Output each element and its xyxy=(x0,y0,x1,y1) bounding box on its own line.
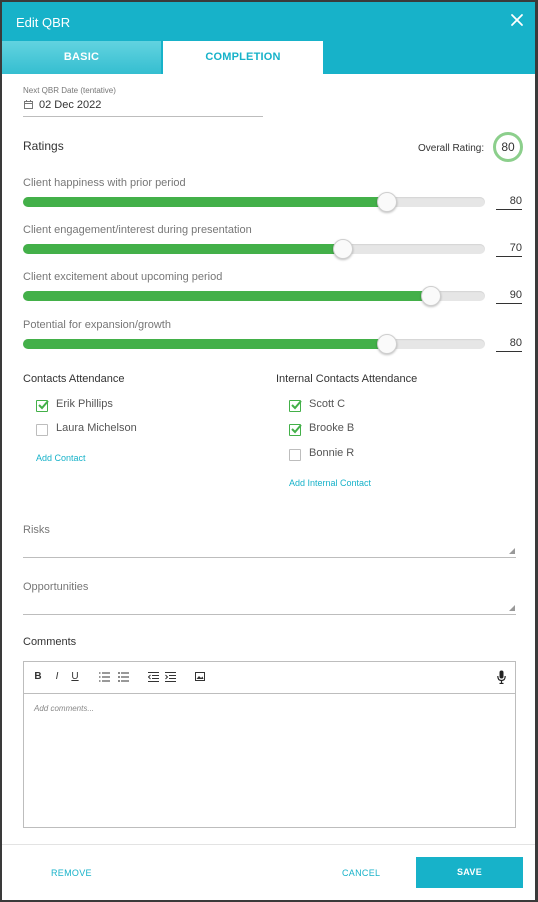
bold-button[interactable]: B xyxy=(34,671,42,682)
calendar-icon xyxy=(24,100,33,109)
checkbox-checked-icon xyxy=(291,424,302,434)
slider-thumb[interactable] xyxy=(421,286,441,306)
close-icon[interactable] xyxy=(509,12,525,28)
slider-label-expansion: Potential for expansion/growth xyxy=(23,319,171,331)
slider-label-excitement: Client excitement about upcoming period xyxy=(23,271,223,283)
tab-completion[interactable]: COMPLETION xyxy=(163,41,323,74)
resize-handle-icon[interactable] xyxy=(509,605,515,611)
slider-value-expansion[interactable]: 80 xyxy=(496,337,522,352)
overall-rating-badge: 80 xyxy=(493,132,523,162)
checkbox-checked-icon xyxy=(38,400,49,410)
internal-label-brooke: Brooke B xyxy=(309,422,355,434)
footer-divider xyxy=(2,844,535,845)
internal-label-bonnie: Bonnie R xyxy=(309,447,355,459)
save-button[interactable]: SAVE xyxy=(416,857,523,888)
ordered-list-icon[interactable] xyxy=(99,672,110,682)
opportunities-input[interactable]: Opportunities xyxy=(23,581,89,593)
contacts-heading: Contacts Attendance xyxy=(23,373,125,385)
comments-heading: Comments xyxy=(23,636,77,648)
internal-label-scott: Scott C xyxy=(309,398,346,410)
slider-label-engagement: Client engagement/interest during presen… xyxy=(23,224,252,236)
dialog-title: Edit QBR xyxy=(16,15,71,30)
ratings-heading: Ratings xyxy=(23,139,64,153)
slider-thumb[interactable] xyxy=(333,239,353,259)
slider-expansion[interactable] xyxy=(23,334,485,354)
slider-fill xyxy=(23,244,343,254)
outdent-icon[interactable] xyxy=(148,672,159,682)
slider-thumb[interactable] xyxy=(377,334,397,354)
slider-fill xyxy=(23,197,387,207)
slider-happiness[interactable] xyxy=(23,192,485,212)
slider-fill xyxy=(23,291,431,301)
slider-engagement[interactable] xyxy=(23,239,485,259)
bullet-list-icon[interactable] xyxy=(118,672,129,682)
add-contact-link[interactable]: Add Contact xyxy=(36,453,86,463)
internal-checkbox-bonnie[interactable] xyxy=(289,449,301,461)
image-icon[interactable] xyxy=(195,672,205,681)
opportunities-underline xyxy=(23,614,516,615)
internal-checkbox-scott[interactable] xyxy=(289,400,302,412)
contact-label-laura: Laura Michelson xyxy=(56,422,137,434)
underline-button[interactable]: U xyxy=(71,671,79,682)
comments-input[interactable]: Add comments... xyxy=(34,704,95,713)
next-date-input[interactable]: 02 Dec 2022 xyxy=(39,99,102,111)
slider-value-happiness[interactable]: 80 xyxy=(496,195,522,210)
slider-label-happiness: Client happiness with prior period xyxy=(23,177,186,189)
risks-underline xyxy=(23,557,516,558)
contact-label-erik: Erik Phillips xyxy=(56,398,113,410)
contact-checkbox-laura[interactable] xyxy=(36,424,48,436)
editor-toolbar: B I U xyxy=(24,662,515,694)
add-internal-contact-link[interactable]: Add Internal Contact xyxy=(289,478,372,488)
risks-input[interactable]: Risks xyxy=(23,524,50,536)
cancel-button[interactable]: CANCEL xyxy=(342,868,381,878)
slider-fill xyxy=(23,339,387,349)
next-date-underline xyxy=(23,116,263,117)
slider-value-excitement[interactable]: 90 xyxy=(496,289,522,304)
remove-button[interactable]: REMOVE xyxy=(51,868,92,878)
next-date-label: Next QBR Date (tentative) xyxy=(23,86,116,95)
overall-rating-label: Overall Rating: xyxy=(418,143,485,154)
internal-contacts-heading: Internal Contacts Attendance xyxy=(276,373,418,385)
resize-handle-icon[interactable] xyxy=(509,548,515,554)
slider-thumb[interactable] xyxy=(377,192,397,212)
indent-icon[interactable] xyxy=(165,672,176,682)
tab-basic[interactable]: BASIC xyxy=(2,41,161,74)
slider-value-engagement[interactable]: 70 xyxy=(496,242,522,257)
contact-checkbox-erik[interactable] xyxy=(36,400,49,412)
checkbox-checked-icon xyxy=(291,400,302,410)
italic-button[interactable]: I xyxy=(55,671,59,682)
microphone-icon[interactable] xyxy=(497,670,506,684)
comments-editor: B I U xyxy=(23,661,516,828)
slider-excitement[interactable] xyxy=(23,286,485,306)
dialog-header: Edit QBR BASIC COMPLETION xyxy=(2,2,535,74)
internal-checkbox-brooke[interactable] xyxy=(289,424,302,436)
